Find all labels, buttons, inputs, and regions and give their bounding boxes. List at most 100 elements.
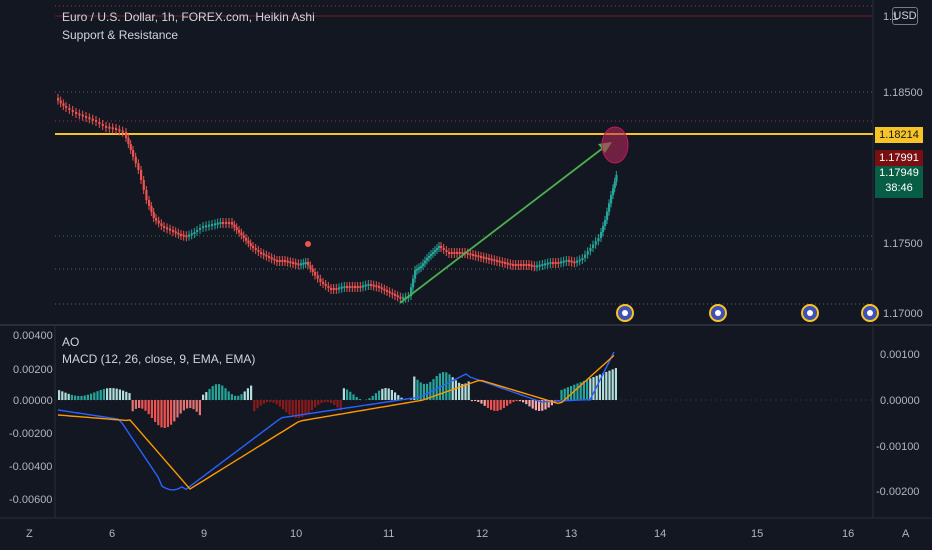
- ao-bar: [598, 374, 601, 400]
- ao-bar: [477, 400, 480, 402]
- candle-body: [399, 296, 402, 299]
- candle-body: [346, 286, 349, 288]
- candle-body: [324, 284, 327, 286]
- ao-bar: [458, 382, 461, 400]
- candle-body: [544, 263, 547, 266]
- trend-arrow: [399, 147, 604, 304]
- candle-body: [589, 248, 592, 252]
- candle-body: [351, 286, 354, 288]
- ao-axis-label: -0.00200: [9, 428, 53, 440]
- ao-bar: [371, 395, 374, 400]
- candle-body: [177, 232, 180, 235]
- ao-bar: [451, 377, 454, 400]
- candle-body: [332, 288, 335, 290]
- candle-body: [284, 260, 287, 262]
- ao-bar: [541, 400, 544, 411]
- candle-body: [302, 262, 305, 265]
- candle-body: [314, 272, 317, 276]
- candle-body: [260, 252, 263, 254]
- ao-bar: [531, 400, 534, 409]
- candle-body: [388, 291, 391, 294]
- ao-bar: [170, 400, 173, 425]
- candle-body: [335, 288, 338, 290]
- ao-bar: [592, 377, 595, 400]
- ao-bar: [157, 400, 160, 426]
- currency-button[interactable]: USD: [892, 7, 918, 25]
- candle-body: [228, 222, 231, 224]
- auto-scale-button[interactable]: A: [902, 528, 910, 540]
- ao-bar: [538, 400, 541, 411]
- ao-bar: [560, 389, 563, 400]
- candle-body: [482, 256, 485, 259]
- ao-bar: [224, 388, 227, 400]
- ao-bar: [134, 400, 137, 409]
- candle-body: [573, 261, 576, 264]
- candle-body: [538, 264, 541, 267]
- ao-bar: [579, 382, 582, 400]
- candle-body: [129, 144, 132, 150]
- ao-bar: [176, 400, 179, 418]
- symbol-title[interactable]: Euro / U.S. Dollar, 1h, FOREX.com, Heiki…: [62, 10, 315, 24]
- candle-body: [196, 230, 199, 232]
- ao-bar: [582, 380, 585, 400]
- ao-indicator-label[interactable]: AO: [62, 335, 80, 349]
- ao-bar: [387, 388, 390, 400]
- ao-bar: [346, 389, 349, 400]
- candle-body: [512, 264, 515, 266]
- candle-body: [472, 254, 475, 256]
- candle-body: [257, 250, 260, 252]
- candle-body: [424, 260, 427, 264]
- ao-bar: [285, 400, 288, 413]
- ao-bar: [502, 400, 505, 409]
- ao-bar: [246, 388, 249, 400]
- candle-body: [338, 287, 341, 290]
- ao-bar: [230, 394, 233, 400]
- candle-body: [292, 262, 295, 264]
- candle-body: [568, 260, 571, 262]
- ao-bar: [614, 368, 617, 400]
- ao-bar: [480, 400, 483, 404]
- candle-body: [202, 226, 205, 228]
- ao-bar: [445, 372, 448, 400]
- candle-body: [604, 220, 607, 226]
- candle-body: [132, 150, 135, 157]
- ao-bar: [448, 374, 451, 400]
- candle-body: [469, 253, 472, 256]
- ao-bar: [214, 384, 217, 400]
- ao-bar: [160, 400, 163, 428]
- indicator-support-resistance-label[interactable]: Support & Resistance: [62, 28, 179, 42]
- candle-body: [270, 257, 273, 260]
- ao-bar: [381, 388, 384, 400]
- candle-body: [157, 220, 160, 224]
- ao-bar: [109, 388, 112, 400]
- candle-body: [560, 261, 563, 264]
- bar-countdown: 38:46: [885, 182, 913, 194]
- ao-bar: [301, 400, 304, 418]
- candle-body: [402, 297, 405, 300]
- ao-bar: [310, 400, 313, 411]
- ao-bar: [195, 400, 198, 412]
- candle-body: [354, 286, 357, 288]
- ao-bar: [243, 391, 246, 400]
- candle-body: [155, 218, 158, 221]
- ao-bar: [416, 379, 419, 400]
- candle-body: [498, 260, 501, 263]
- candle-body: [281, 260, 284, 262]
- time-axis-label: 16: [842, 528, 855, 540]
- candle-body: [160, 223, 163, 226]
- candle-body: [300, 263, 303, 266]
- ao-bar: [611, 369, 614, 400]
- macd-indicator-label[interactable]: MACD (12, 26, close, 9, EMA, EMA): [62, 352, 256, 366]
- ao-bar: [61, 391, 64, 400]
- ao-bar: [70, 394, 73, 400]
- ao-axis-label: 0.00200: [13, 364, 53, 376]
- resistance-price-tag: 1.18214: [875, 127, 923, 143]
- ao-bar: [99, 389, 102, 400]
- timezone-button[interactable]: Z: [26, 528, 33, 540]
- candle-body: [367, 284, 370, 286]
- candle-body: [327, 286, 330, 288]
- candle-body: [265, 254, 268, 257]
- ao-bar: [570, 386, 573, 400]
